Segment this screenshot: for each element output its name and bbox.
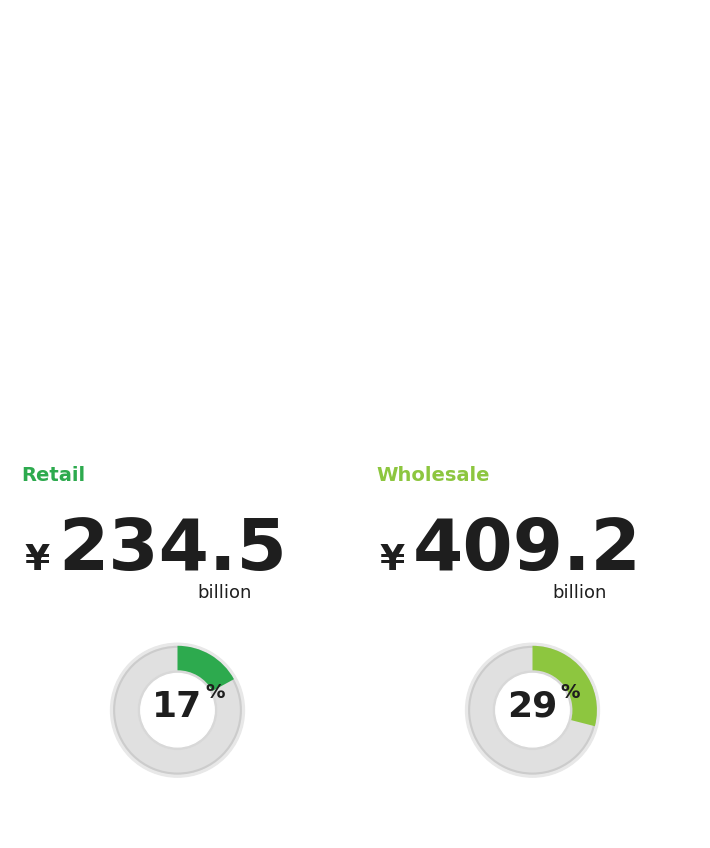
Wedge shape xyxy=(113,646,242,774)
Circle shape xyxy=(496,673,569,747)
Wedge shape xyxy=(113,646,242,774)
Text: billion: billion xyxy=(197,583,252,602)
Text: %: % xyxy=(205,683,224,702)
Wedge shape xyxy=(532,646,597,726)
Circle shape xyxy=(141,673,214,747)
Text: 234.5: 234.5 xyxy=(58,516,287,585)
Text: 17: 17 xyxy=(153,690,202,724)
Circle shape xyxy=(111,644,244,777)
Wedge shape xyxy=(468,646,597,774)
Text: Wholesale: Wholesale xyxy=(376,466,490,485)
Circle shape xyxy=(466,644,599,777)
Wedge shape xyxy=(178,646,234,691)
Wedge shape xyxy=(138,670,217,750)
Text: Retail: Retail xyxy=(21,466,85,485)
Text: ¥: ¥ xyxy=(25,543,50,577)
Text: 409.2: 409.2 xyxy=(413,516,642,585)
Text: %: % xyxy=(560,683,579,702)
Wedge shape xyxy=(493,670,572,750)
Text: ¥: ¥ xyxy=(380,543,405,577)
Text: billion: billion xyxy=(552,583,607,602)
Text: 29: 29 xyxy=(508,690,557,724)
Wedge shape xyxy=(468,646,597,774)
